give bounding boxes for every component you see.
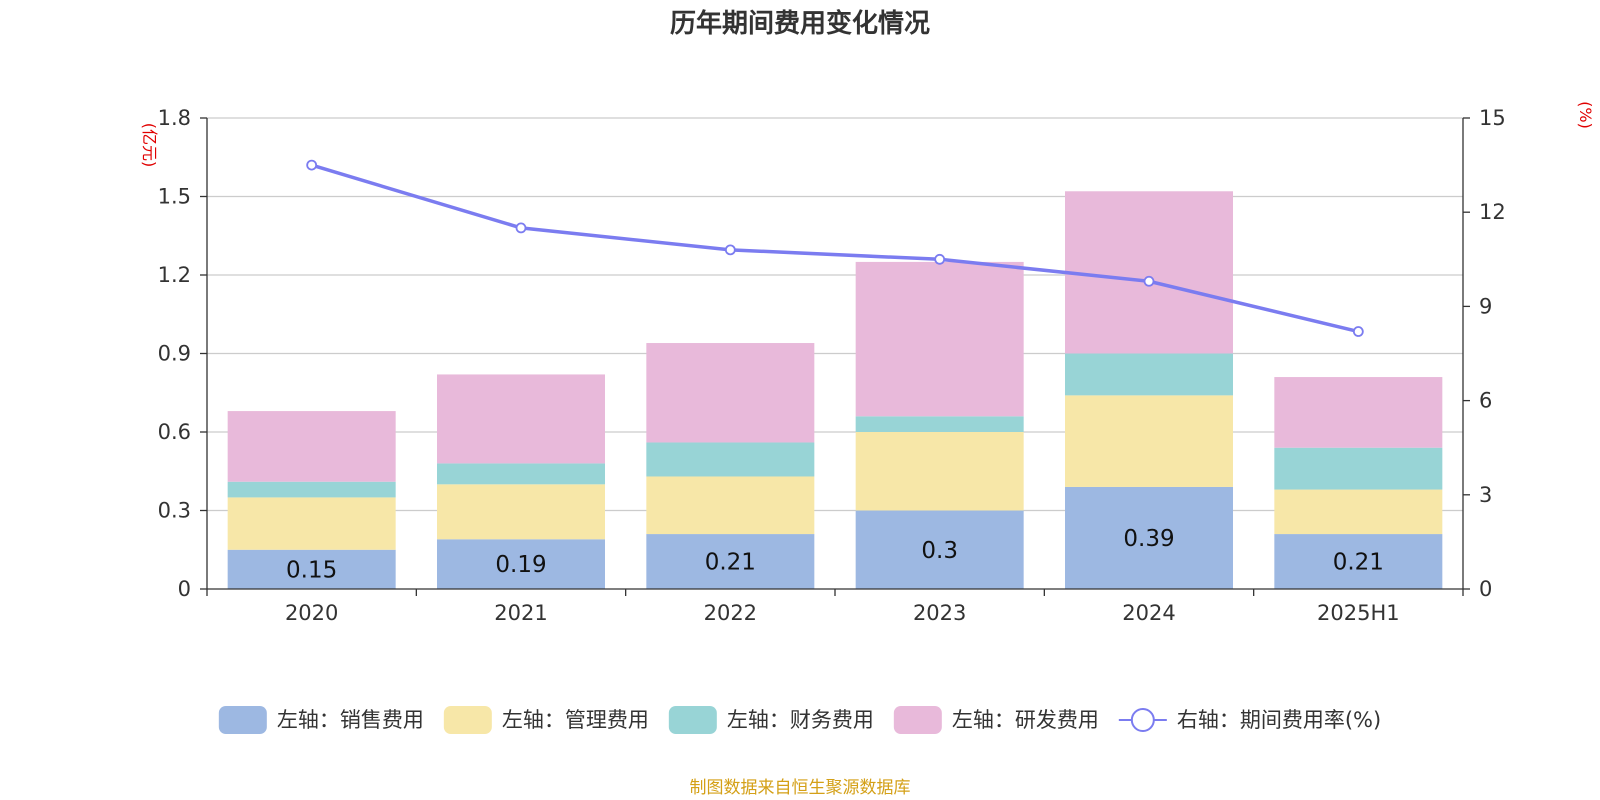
bar-data-label: 0.19 <box>495 552 546 578</box>
bar-segment <box>646 534 815 589</box>
bar-segment <box>1065 486 1233 589</box>
legend-label: 左轴：销售费用 <box>277 708 424 732</box>
bar-segment <box>855 261 1024 417</box>
bar-segment <box>1274 489 1443 535</box>
left-tick-label: 0.3 <box>158 499 191 523</box>
left-tick-label: 0.6 <box>158 420 191 444</box>
rate-point <box>1352 326 1364 337</box>
right-axis-unit: (%) <box>1576 101 1595 129</box>
bar-data-label: 0.39 <box>1123 526 1174 552</box>
left-tick-label: 0.9 <box>158 342 191 366</box>
bar-segment <box>437 463 605 485</box>
legend-swatch <box>443 706 492 734</box>
bar-segment <box>437 539 605 589</box>
left-tick-label: 1.5 <box>158 185 191 209</box>
bar-segment <box>437 484 605 540</box>
right-tick-label: 15 <box>1479 106 1506 130</box>
legend-swatch <box>218 706 267 734</box>
rate-point <box>515 222 527 234</box>
bar-segment <box>227 411 396 482</box>
rate-point <box>1143 275 1155 287</box>
bar-segment <box>227 549 396 589</box>
left-tick-label: 1.8 <box>158 106 191 130</box>
bar-data-label: 0.21 <box>1333 550 1384 576</box>
rate-line <box>311 163 1359 334</box>
x-tick-label: 2023 <box>913 601 966 625</box>
rate-point <box>934 253 946 265</box>
bar-segment <box>1065 395 1233 487</box>
x-tick-label: 2022 <box>704 601 757 625</box>
bar-data-label: 0.21 <box>705 550 756 576</box>
left-tick-label: 0 <box>178 577 191 601</box>
legend-label: 右轴：期间费用率(%) <box>1177 708 1381 732</box>
bar-segment <box>1065 191 1233 354</box>
bar-segment <box>855 510 1024 589</box>
legend-swatch <box>893 706 942 734</box>
axes: 0 0.3 0.6 0.9 1.2 1.5 1.8 0 3 6 9 12 15 2020 2021 2022 2… <box>158 106 1506 625</box>
x-tick-label: 2024 <box>1122 601 1175 625</box>
bar-segment <box>646 476 815 535</box>
bar-segment <box>855 432 1024 511</box>
left-tick-label: 1.2 <box>158 263 191 287</box>
right-tick-label: 9 <box>1479 294 1492 318</box>
left-axis-unit: (亿元) <box>140 123 159 168</box>
bar-segment <box>646 442 815 477</box>
bar-segment <box>437 374 605 464</box>
legend-label: 左轴：研发费用 <box>952 708 1099 732</box>
x-tick-label: 2021 <box>494 601 547 625</box>
legend: 左轴：销售费用 左轴：管理费用 左轴：财务费用 左轴：研发费用 右轴：期间费用率(%) <box>218 706 1381 734</box>
rate-line-layer <box>306 159 1364 337</box>
bar-segment <box>227 481 396 498</box>
rate-point <box>724 244 736 256</box>
right-tick-label: 3 <box>1479 483 1492 507</box>
bar-segment <box>1274 447 1443 490</box>
chart-title: 历年期间费用变化情况 <box>670 8 930 39</box>
x-tick-label: 2025H1 <box>1317 601 1400 625</box>
bar-segment <box>1065 353 1233 396</box>
bar-data-label: 0.3 <box>921 538 958 564</box>
legend-label: 左轴：管理费用 <box>502 708 649 732</box>
bar-segment <box>646 343 815 443</box>
bar-segment <box>1274 377 1443 448</box>
source-note: 制图数据来自恒生聚源数据库 <box>690 778 911 798</box>
x-tick-label: 2020 <box>285 601 338 625</box>
bar-layer: 0.15 0.19 0.21 0.3 0.39 0.21 <box>227 191 1443 589</box>
legend-label: 左轴：财务费用 <box>727 708 874 732</box>
bar-segment <box>855 416 1024 432</box>
rate-point <box>306 159 318 171</box>
right-tick-label: 6 <box>1479 389 1492 413</box>
bar-segment <box>1274 534 1443 589</box>
bar-segment <box>227 497 396 550</box>
legend-swatch <box>668 706 717 734</box>
bar-data-label: 0.15 <box>286 557 337 583</box>
legend-line-marker <box>1130 708 1155 732</box>
right-tick-label: 0 <box>1479 577 1492 601</box>
right-tick-label: 12 <box>1479 200 1506 224</box>
